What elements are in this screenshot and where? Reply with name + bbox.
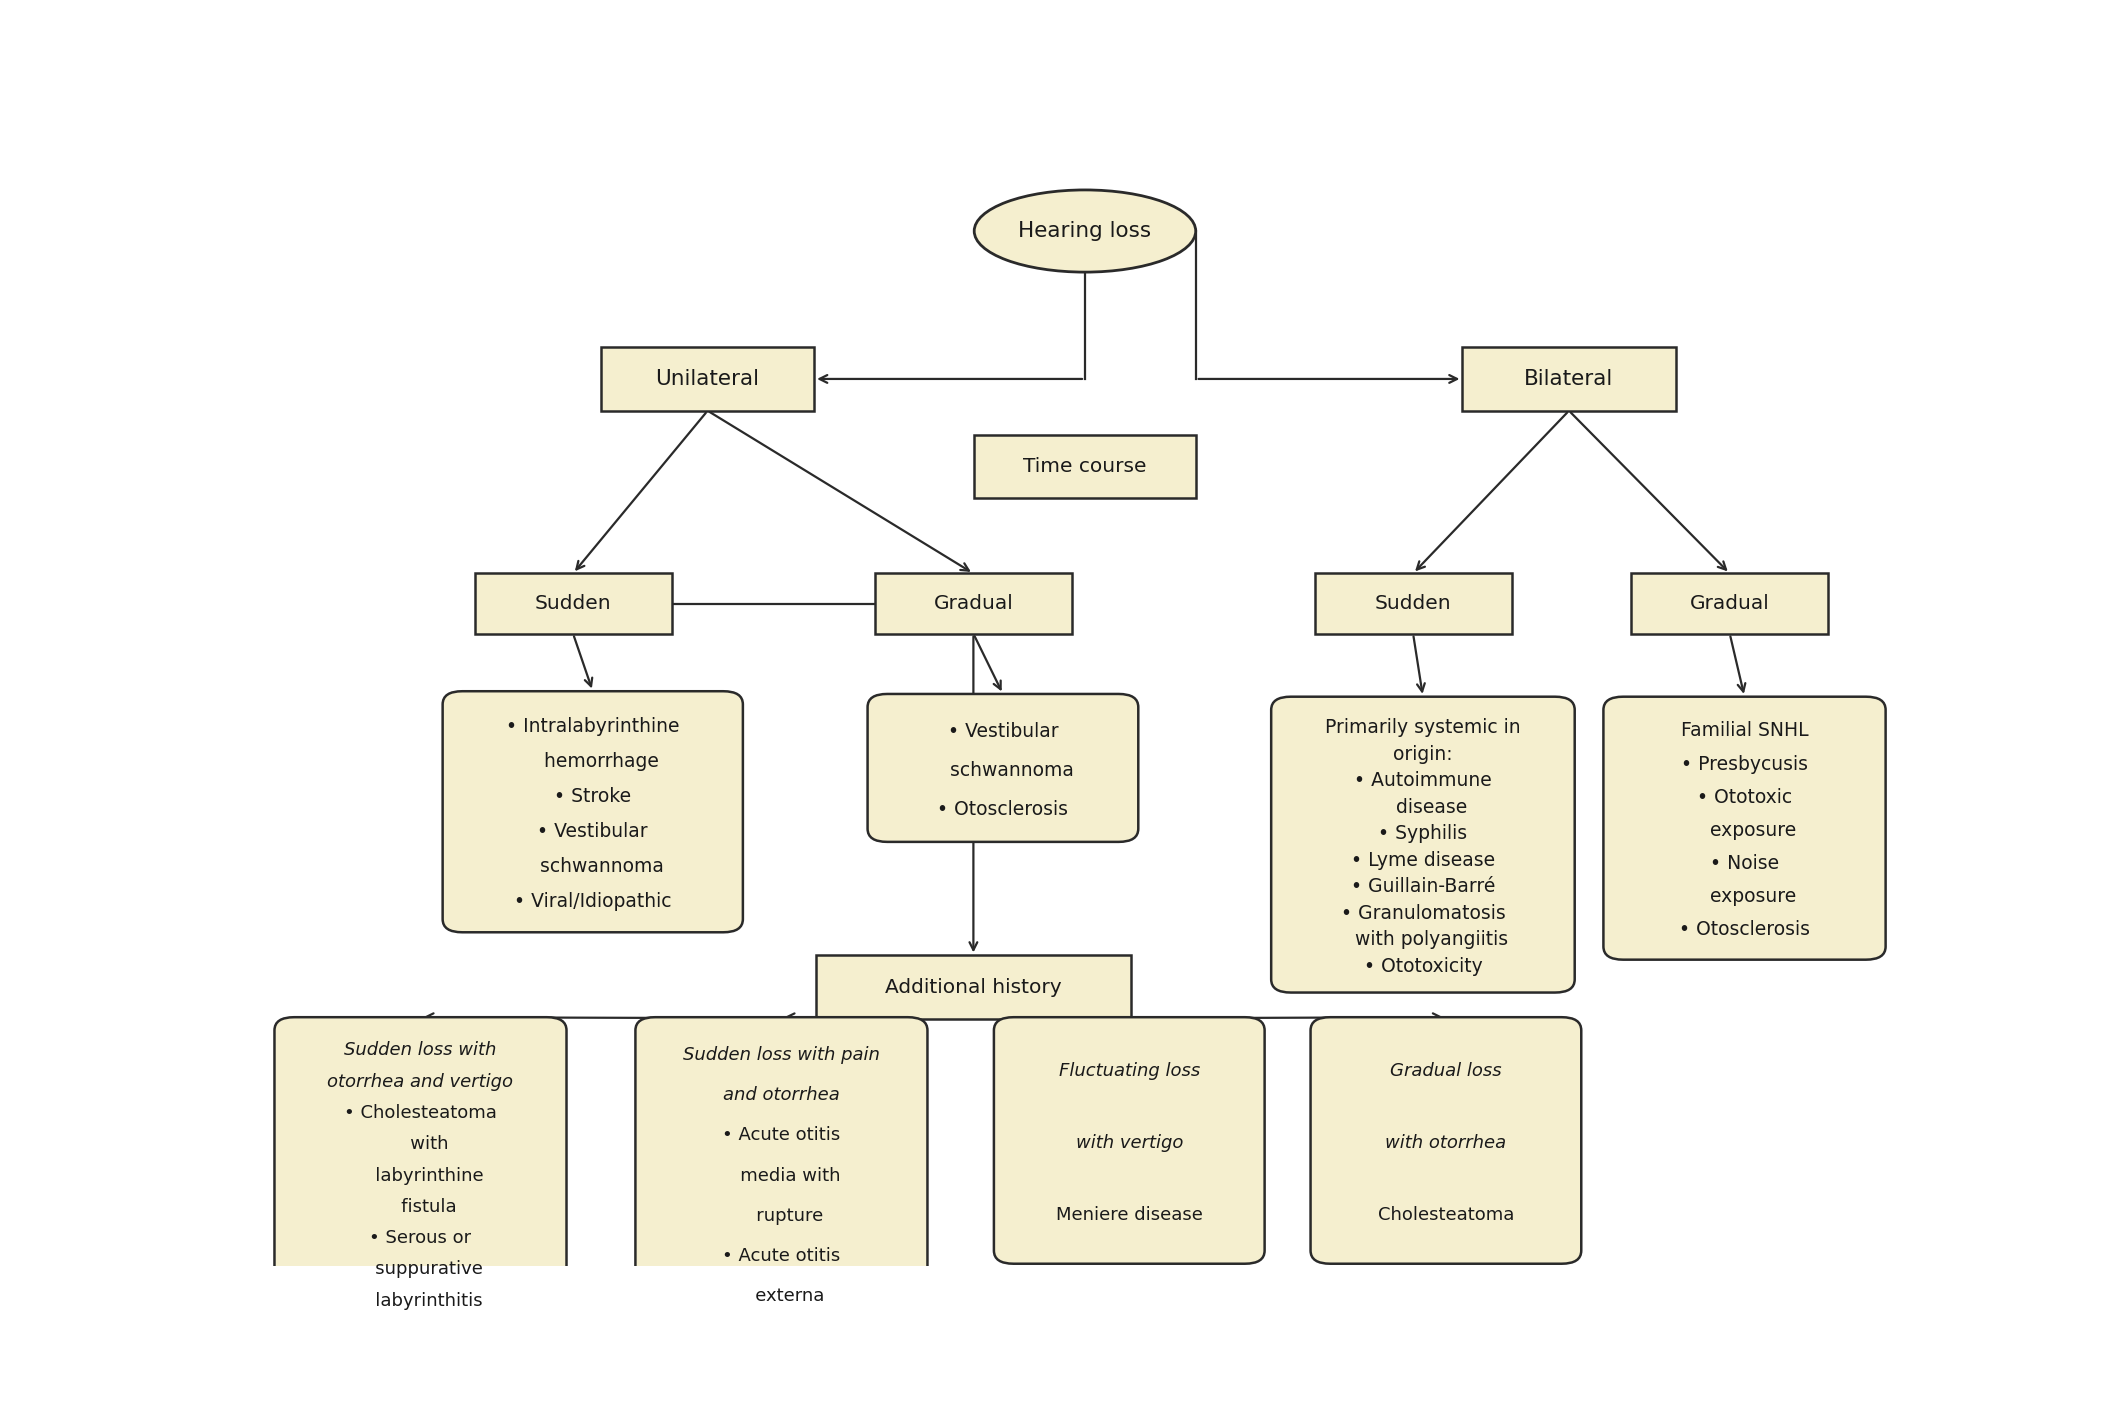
Text: • Otosclerosis: • Otosclerosis <box>938 800 1069 818</box>
FancyBboxPatch shape <box>1463 347 1677 411</box>
FancyBboxPatch shape <box>601 347 815 411</box>
Text: Hearing loss: Hearing loss <box>1018 221 1152 240</box>
Text: and otorrhea: and otorrhea <box>724 1086 840 1104</box>
Text: • Autoimmune: • Autoimmune <box>1355 771 1492 790</box>
Text: media with: media with <box>722 1167 840 1184</box>
Text: with: with <box>394 1136 449 1153</box>
FancyBboxPatch shape <box>993 1017 1264 1264</box>
FancyBboxPatch shape <box>442 692 743 932</box>
Text: Sudden loss with: Sudden loss with <box>345 1042 497 1059</box>
Ellipse shape <box>974 189 1196 272</box>
Text: • Noise: • Noise <box>1711 854 1778 874</box>
Text: Sudden: Sudden <box>1374 593 1452 613</box>
Text: Sudden loss with pain: Sudden loss with pain <box>684 1046 881 1064</box>
Text: Meniere disease: Meniere disease <box>1056 1205 1202 1224</box>
Text: • Stroke: • Stroke <box>555 787 631 805</box>
Text: • Acute otitis: • Acute otitis <box>722 1247 840 1265</box>
Text: Gradual loss: Gradual loss <box>1391 1062 1501 1080</box>
Text: with vertigo: with vertigo <box>1075 1134 1183 1151</box>
Text: Bilateral: Bilateral <box>1524 369 1613 388</box>
FancyBboxPatch shape <box>1270 697 1575 993</box>
Text: exposure: exposure <box>1691 821 1797 840</box>
Text: labyrinthine: labyrinthine <box>358 1167 483 1184</box>
FancyBboxPatch shape <box>1603 697 1886 959</box>
Text: fistula: fistula <box>383 1198 457 1215</box>
Text: Cholesteatoma: Cholesteatoma <box>1378 1205 1514 1224</box>
FancyBboxPatch shape <box>1310 1017 1581 1264</box>
Text: Additional history: Additional history <box>885 978 1063 996</box>
Text: • Vestibular: • Vestibular <box>948 721 1058 740</box>
Text: • Syphilis: • Syphilis <box>1378 824 1467 842</box>
Text: • Granulomatosis: • Granulomatosis <box>1340 904 1505 922</box>
FancyBboxPatch shape <box>868 694 1139 842</box>
Text: schwannoma: schwannoma <box>521 857 665 877</box>
Text: • Vestibular: • Vestibular <box>538 822 648 841</box>
Text: Sudden: Sudden <box>536 593 612 613</box>
Text: • Intralabyrinthine: • Intralabyrinthine <box>506 717 680 736</box>
FancyBboxPatch shape <box>1315 573 1512 633</box>
Text: Familial SNHL: Familial SNHL <box>1681 721 1808 740</box>
Text: Primarily systemic in: Primarily systemic in <box>1325 719 1520 737</box>
Text: Gradual: Gradual <box>934 593 1014 613</box>
Text: • Ototoxicity: • Ototoxicity <box>1363 956 1482 976</box>
Text: labyrinthitis: labyrinthitis <box>358 1292 483 1309</box>
Text: with otorrhea: with otorrhea <box>1385 1134 1507 1151</box>
Text: rupture: rupture <box>739 1207 824 1225</box>
Text: • Acute otitis: • Acute otitis <box>722 1126 840 1144</box>
FancyBboxPatch shape <box>275 1017 567 1329</box>
FancyBboxPatch shape <box>874 573 1071 633</box>
Text: otorrhea and vertigo: otorrhea and vertigo <box>328 1073 514 1090</box>
FancyBboxPatch shape <box>974 435 1196 498</box>
FancyBboxPatch shape <box>474 573 671 633</box>
Text: exposure: exposure <box>1691 888 1797 906</box>
Text: • Presbycusis: • Presbycusis <box>1681 754 1808 774</box>
Text: • Ototoxic: • Ototoxic <box>1698 788 1793 807</box>
FancyBboxPatch shape <box>635 1017 927 1329</box>
Text: with polyangiitis: with polyangiitis <box>1338 931 1509 949</box>
Text: • Cholesteatoma: • Cholesteatoma <box>345 1104 497 1121</box>
Text: Unilateral: Unilateral <box>656 369 760 388</box>
Text: Time course: Time course <box>1023 457 1147 477</box>
Text: Fluctuating loss: Fluctuating loss <box>1058 1062 1200 1080</box>
FancyBboxPatch shape <box>815 955 1130 1019</box>
Text: schwannoma: schwannoma <box>931 761 1073 780</box>
Text: origin:: origin: <box>1393 744 1452 764</box>
Text: • Lyme disease: • Lyme disease <box>1351 851 1495 869</box>
Text: hemorrhage: hemorrhage <box>527 751 658 771</box>
Text: • Guillain-Barré: • Guillain-Barré <box>1351 877 1495 896</box>
Text: Gradual: Gradual <box>1689 593 1770 613</box>
Text: externa: externa <box>739 1288 826 1305</box>
Text: • Viral/Idiopathic: • Viral/Idiopathic <box>514 892 671 911</box>
Text: • Otosclerosis: • Otosclerosis <box>1679 921 1810 939</box>
Text: • Serous or: • Serous or <box>370 1229 472 1247</box>
Text: suppurative: suppurative <box>358 1261 483 1278</box>
Text: disease: disease <box>1378 797 1467 817</box>
FancyBboxPatch shape <box>1632 573 1829 633</box>
